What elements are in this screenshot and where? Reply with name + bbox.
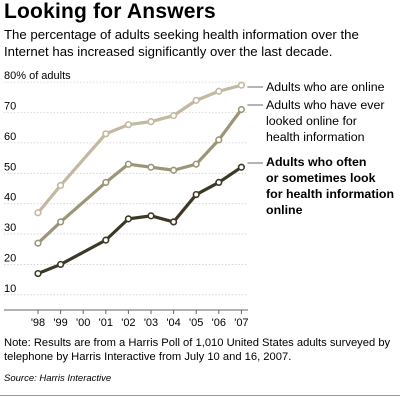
data-point bbox=[237, 163, 245, 171]
chart-note: Note: Results are from a Harris Poll of … bbox=[4, 337, 391, 363]
data-point bbox=[102, 178, 110, 187]
x-tick-label: '02 bbox=[121, 317, 135, 329]
series-label-line: Adults who have ever bbox=[266, 98, 384, 112]
x-tick-label: '00 bbox=[76, 317, 90, 329]
bottom-rule bbox=[0, 395, 400, 396]
series-label: Adults who are online bbox=[266, 80, 385, 94]
data-point bbox=[124, 160, 132, 168]
data-point bbox=[192, 190, 200, 199]
series-label-line: Adults who are online bbox=[266, 80, 385, 94]
data-point bbox=[147, 212, 155, 220]
data-point bbox=[102, 236, 110, 244]
y-tick-label: 10 bbox=[4, 283, 16, 295]
grid-layer: 10 20 30 40 50 60 70 80% of adults '98 '99 '00 '01 '… bbox=[4, 70, 249, 329]
chart-title: Looking for Answers bbox=[4, 0, 216, 23]
series-line bbox=[36, 165, 243, 276]
series-label-line: or sometimes look bbox=[266, 171, 376, 185]
y-tick-label: 60 bbox=[4, 131, 16, 143]
data-point bbox=[34, 209, 42, 217]
data-point bbox=[147, 163, 155, 171]
x-tick-label: '07 bbox=[234, 317, 248, 329]
data-point bbox=[215, 87, 223, 95]
series-label: Adults who often or sometimes look for hea… bbox=[266, 155, 394, 217]
x-tick-label: '03 bbox=[144, 317, 158, 329]
data-point bbox=[124, 215, 132, 223]
chart-source: Source: Harris Interactive bbox=[4, 373, 112, 384]
y-tick-label: 80% of adults bbox=[4, 70, 71, 82]
y-tick-label: 50 bbox=[4, 161, 16, 173]
series-labels: Adults who are online Adults who have eve… bbox=[247, 80, 394, 217]
data-point bbox=[124, 121, 132, 129]
series-lines bbox=[34, 81, 245, 278]
x-tick-label: '05 bbox=[189, 317, 203, 329]
data-point bbox=[237, 105, 245, 114]
data-point bbox=[215, 136, 223, 144]
x-tick-label: '01 bbox=[99, 317, 113, 329]
data-point bbox=[56, 218, 65, 226]
series-label-line: health information bbox=[266, 130, 365, 144]
series-label: Adults who have ever looked online for hea… bbox=[266, 98, 384, 144]
data-point bbox=[170, 111, 178, 120]
data-point bbox=[147, 118, 155, 126]
data-point bbox=[170, 218, 178, 226]
x-tick-label: '99 bbox=[53, 317, 67, 329]
series-label-line: Adults who often bbox=[266, 155, 367, 169]
series-label-line: for health information bbox=[266, 187, 394, 201]
data-point bbox=[215, 178, 223, 187]
data-point bbox=[34, 239, 42, 247]
data-point bbox=[102, 130, 110, 138]
x-tick-label: '98 bbox=[31, 317, 45, 329]
data-point bbox=[34, 269, 42, 278]
data-point bbox=[170, 166, 178, 174]
data-point bbox=[237, 81, 245, 89]
y-tick-label: 70 bbox=[4, 101, 16, 113]
series-label-line: looked online for bbox=[266, 114, 357, 128]
x-tick-label: '04 bbox=[166, 317, 180, 329]
series-label-line: online bbox=[266, 203, 303, 217]
data-point bbox=[56, 181, 65, 190]
data-point bbox=[192, 96, 200, 104]
y-tick-label: 40 bbox=[4, 192, 16, 204]
chart-subtitle: The percentage of adults seeking health … bbox=[4, 27, 359, 59]
y-tick-label: 30 bbox=[4, 222, 16, 234]
data-point bbox=[192, 160, 200, 168]
line-chart: 10 20 30 40 50 60 70 80% of adults '98 '99 '00 '01 '… bbox=[4, 70, 394, 329]
x-tick-label: '06 bbox=[212, 317, 226, 329]
data-point bbox=[56, 260, 65, 269]
y-tick-label: 20 bbox=[4, 252, 16, 264]
